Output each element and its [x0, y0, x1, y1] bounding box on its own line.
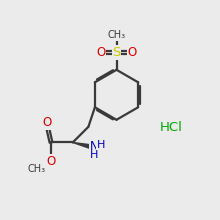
Text: O: O: [128, 46, 137, 59]
Text: CH₃: CH₃: [28, 164, 46, 174]
Text: O: O: [96, 46, 106, 59]
Text: HCl: HCl: [159, 121, 182, 134]
Text: H: H: [97, 140, 105, 150]
Text: CH₃: CH₃: [107, 31, 126, 40]
Polygon shape: [73, 143, 92, 149]
Text: O: O: [46, 155, 56, 168]
Text: N: N: [89, 140, 98, 153]
Text: H: H: [90, 150, 98, 160]
Text: S: S: [112, 46, 121, 59]
Text: O: O: [42, 116, 52, 129]
